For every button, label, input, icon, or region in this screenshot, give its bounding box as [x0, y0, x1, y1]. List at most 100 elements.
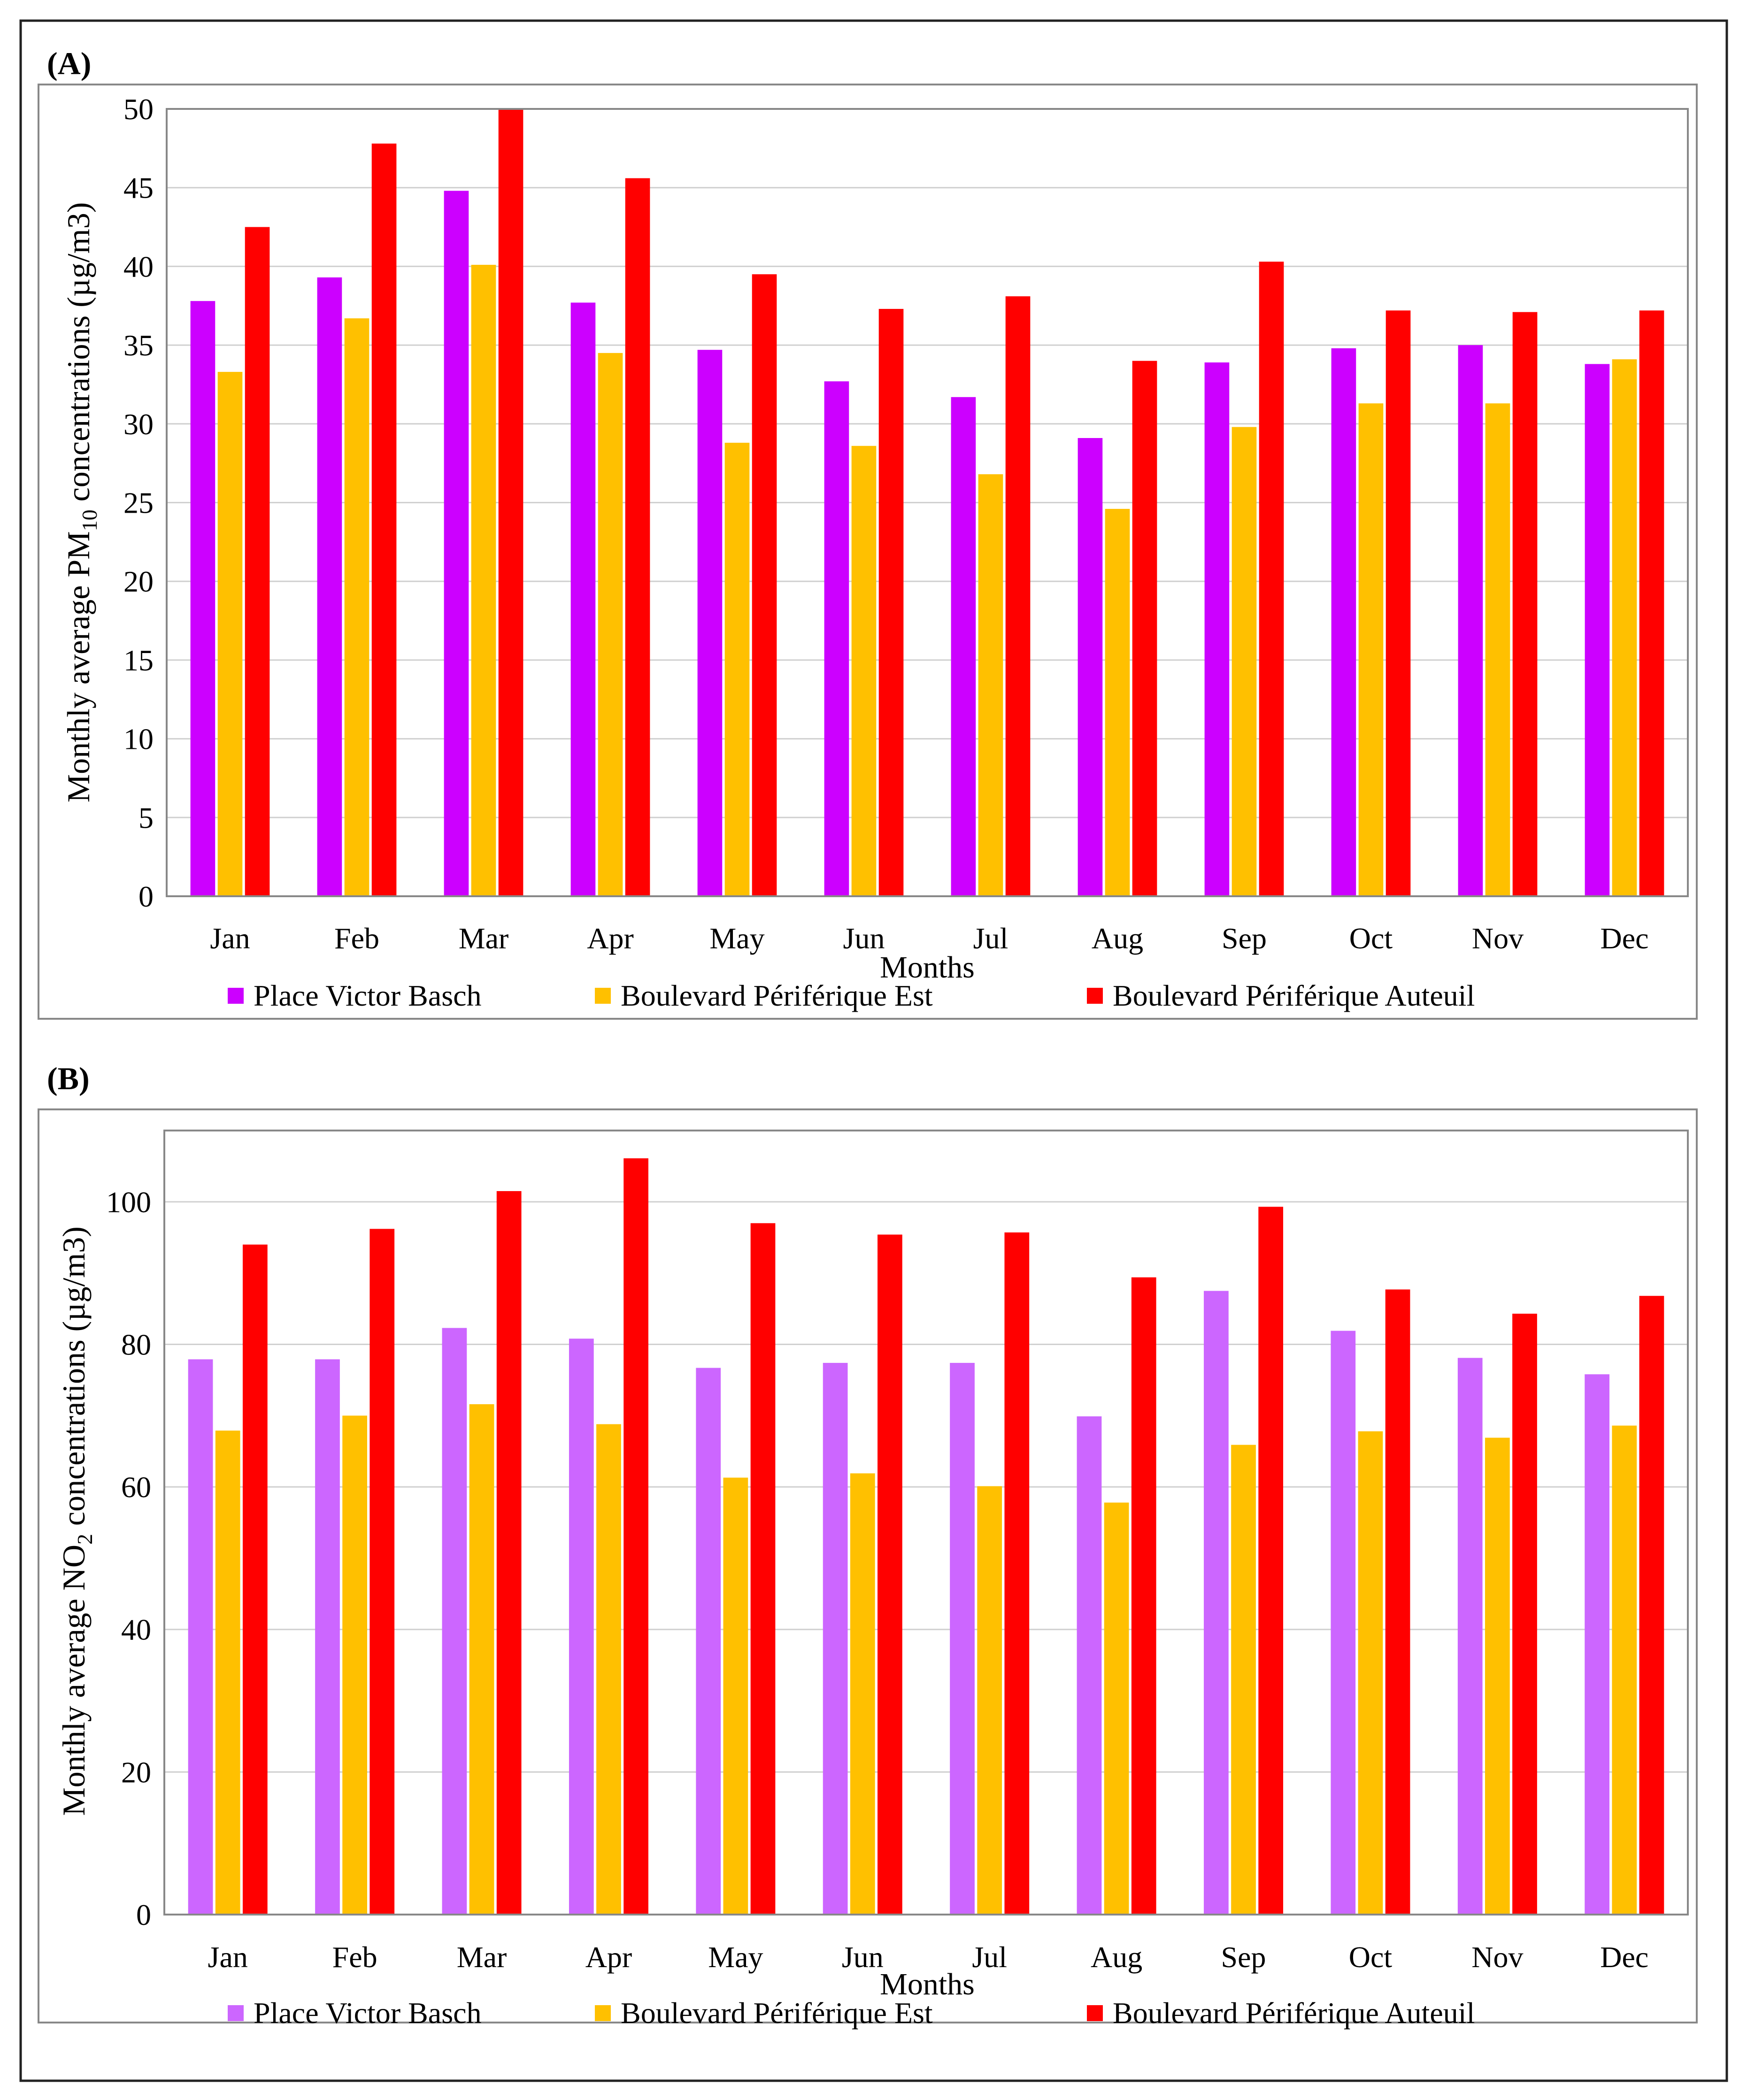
panel-b-bar-jul-series-2 — [977, 1486, 1002, 1915]
panel-a-bar-aug-series-1 — [1077, 438, 1103, 896]
panel-a-bar-jul-series-2 — [978, 474, 1003, 896]
panel-a-legend: Place Victor Basch Boulevard Périférique … — [228, 979, 1475, 1012]
panel-a-y-tick-label: 20 — [123, 565, 154, 598]
panel-b-frame — [38, 1108, 1698, 2023]
panel-b-bar-apr-series-2 — [596, 1424, 621, 1915]
panel-a-bar-oct-series-3 — [1385, 310, 1411, 896]
panel-a-x-tick-label: May — [709, 922, 764, 955]
panel-a-bar-aug-series-3 — [1132, 361, 1157, 896]
panel-b-bar-feb-series-1 — [315, 1359, 340, 1915]
panel-b-legend-swatch-1 — [228, 2005, 244, 2021]
panel-a-x-tick-label: Oct — [1349, 922, 1393, 955]
panel-a-y-tick-label: 50 — [123, 92, 154, 126]
panel-b-legend-label-3: Boulevard Périférique Auteuil — [1113, 1996, 1475, 2030]
panel-b-legend-label-1: Place Victor Basch — [254, 1996, 482, 2030]
panel-a-frame — [38, 84, 1698, 1020]
panel-b-bar-jan-series-1 — [188, 1359, 213, 1915]
panel-a-legend-label-3: Boulevard Périférique Auteuil — [1113, 979, 1475, 1012]
panel-a-bar-sep-series-3 — [1259, 262, 1284, 896]
panel-b-bar-sep-series-3 — [1258, 1207, 1284, 1915]
panel-b-bar-jun-series-1 — [823, 1362, 848, 1915]
panel-a-bar-nov-series-3 — [1512, 312, 1538, 896]
panel-a-bar-feb-series-2 — [344, 318, 369, 896]
panel-a-bar-feb-series-1 — [317, 277, 342, 897]
panel-a-x-tick-label: Dec — [1600, 922, 1648, 955]
panel-a-x-tick-label: Feb — [334, 922, 379, 955]
panel-b-y-tick-label: 40 — [121, 1613, 151, 1646]
panel-b-bar-feb-series-3 — [369, 1229, 395, 1915]
panel-b-tag: (B) — [47, 1061, 90, 1096]
panel-a-bar-jan-series-3 — [245, 227, 270, 896]
panel-a-legend-label-2: Boulevard Périférique Est — [621, 979, 933, 1012]
panel-b-y-tick-label: 80 — [121, 1328, 151, 1361]
panel-a-x-tick-label: Aug — [1092, 922, 1143, 955]
panel-b-bar-jun-series-2 — [850, 1473, 875, 1915]
panel-b-bar-jul-series-1 — [950, 1362, 975, 1915]
panel-b-bar-jan-series-3 — [242, 1244, 268, 1915]
panel-a-y-tick-label: 40 — [123, 250, 154, 283]
panel-a-y-tick-label: 5 — [139, 801, 154, 834]
panel-a-bar-mar-series-3 — [498, 109, 523, 896]
panel-b-gridlines — [164, 1201, 1688, 1773]
panel-b-x-tick-label: Jun — [842, 1940, 884, 1974]
panel-b-bar-nov-series-1 — [1457, 1358, 1483, 1915]
panel-b-y-tick-label: 20 — [121, 1755, 151, 1789]
panel-b-bar-sep-series-1 — [1204, 1291, 1229, 1915]
panel-a-bar-dec-series-1 — [1585, 364, 1610, 896]
panel-a-x-tick-label: Jan — [210, 922, 250, 955]
panel-a-x-tick-label: Jun — [843, 922, 885, 955]
panel-a-bar-jun-series-3 — [878, 308, 904, 896]
panel-b-bar-may-series-1 — [696, 1368, 721, 1915]
panel-a-x-tick-label: Apr — [587, 922, 634, 955]
panel-a-bar-may-series-3 — [752, 274, 777, 897]
panel-b-x-tick-label: Nov — [1471, 1940, 1523, 1974]
panel-b-ylabel: Monthly average NO2 concentrations (µg/m… — [56, 1226, 97, 1816]
panel-a-y-tick-label: 10 — [123, 723, 154, 756]
panel-b-bar-feb-series-2 — [342, 1415, 367, 1915]
panel-b-y-tick-label: 100 — [106, 1185, 151, 1219]
panel-a-y-tick-label: 15 — [123, 644, 154, 677]
panel-a-bar-dec-series-3 — [1639, 310, 1664, 896]
panel-a-plot-area — [166, 108, 1689, 897]
panel-a-ylabel: Monthly average PM10 concentrations (µg/… — [61, 202, 101, 803]
panel-b-bar-nov-series-2 — [1485, 1438, 1510, 1915]
panel-b-x-tick-label: Jan — [208, 1940, 248, 1974]
panel-b-bar-dec-series-1 — [1585, 1374, 1610, 1915]
panel-b-bar-oct-series-1 — [1331, 1331, 1356, 1915]
panel-b-bars — [188, 1158, 1664, 1915]
panel-a-bar-jun-series-1 — [824, 381, 849, 897]
panel-a-y-tick-label: 0 — [139, 880, 154, 913]
panel-b-bar-apr-series-3 — [623, 1158, 648, 1915]
panel-b-bar-jul-series-3 — [1004, 1232, 1030, 1915]
panel-a-x-tick-label: Sep — [1222, 922, 1267, 955]
panel-a-bars — [190, 109, 1664, 897]
panel-a-bar-oct-series-2 — [1358, 403, 1384, 896]
panel-b-bar-oct-series-3 — [1385, 1289, 1410, 1915]
panel-a-x-tick-label: Jul — [973, 922, 1008, 955]
panel-a-bar-oct-series-1 — [1331, 348, 1356, 896]
panel-a-legend-swatch-3 — [1087, 988, 1103, 1004]
panel-a-bar-apr-series-3 — [625, 178, 650, 897]
panel-a-legend-swatch-1 — [228, 988, 244, 1004]
panel-a-y-ticks: 0 5 10 15 20 25 30 35 40 45 50 — [123, 92, 154, 913]
panel-a-bar-jan-series-2 — [217, 372, 243, 897]
panel-b-x-tick-label: Aug — [1091, 1940, 1142, 1974]
panel-b-x-tick-label: Feb — [332, 1940, 377, 1974]
panel-b-x-tick-label: Jul — [972, 1940, 1007, 1974]
panel-a-legend-swatch-2 — [595, 988, 611, 1004]
panel-b-x-tick-label: Mar — [457, 1940, 507, 1974]
panel-a: (A) Monthly average PM10 concentrations … — [38, 46, 1698, 1020]
panel-a-bar-aug-series-2 — [1105, 508, 1130, 896]
panel-a-bar-may-series-2 — [724, 443, 750, 896]
panel-b-bar-may-series-2 — [723, 1477, 748, 1915]
panel-b-bar-aug-series-2 — [1104, 1502, 1129, 1915]
panel-b-y-tick-label: 60 — [121, 1470, 151, 1504]
panel-b-y-tick-label: 0 — [136, 1898, 151, 1931]
panel-b-bar-aug-series-1 — [1077, 1416, 1102, 1915]
panel-b-plot-area — [163, 1130, 1689, 1915]
panel-b-bar-nov-series-3 — [1512, 1314, 1537, 1915]
panel-a-bar-nov-series-1 — [1458, 345, 1483, 896]
panel-b-bar-jun-series-3 — [877, 1234, 902, 1915]
panel-a-x-tick-label: Nov — [1472, 922, 1524, 955]
panel-a-bar-jun-series-2 — [851, 446, 877, 896]
